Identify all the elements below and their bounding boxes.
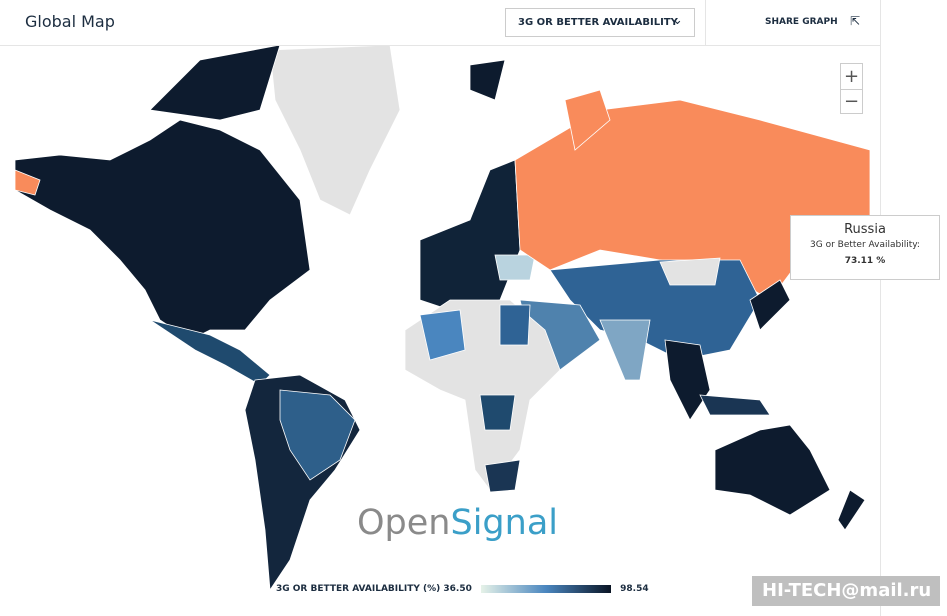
watermark: OpenSignal <box>357 503 558 543</box>
tooltip-metric: 3G or Better Availability: <box>810 240 920 250</box>
russia[interactable] <box>514 99 871 301</box>
header <box>0 0 881 46</box>
india[interactable] <box>599 319 651 381</box>
alaska-edge[interactable] <box>14 169 41 196</box>
ukraine[interactable] <box>494 254 536 281</box>
share-button[interactable]: SHARE GRAPH <box>765 17 838 27</box>
greenland[interactable] <box>269 46 401 216</box>
share-icon[interactable]: ⇱ <box>850 14 861 28</box>
zoom-in[interactable]: + <box>841 64 862 90</box>
congo[interactable] <box>479 394 516 431</box>
south-africa[interactable] <box>484 459 521 493</box>
divider <box>705 0 706 45</box>
watermark-open: Open <box>357 503 451 543</box>
border <box>880 45 881 616</box>
algeria[interactable] <box>419 309 466 361</box>
arctic-islands[interactable] <box>149 46 281 121</box>
credit-box: HI-TECH@mail.ru <box>752 576 940 606</box>
japan[interactable] <box>749 279 791 331</box>
new-zealand[interactable] <box>837 489 866 531</box>
tooltip-value: 73.11 % <box>844 256 886 266</box>
mongolia[interactable] <box>659 257 721 286</box>
indonesia[interactable] <box>699 394 771 416</box>
legend-max: 98.54 <box>620 584 649 594</box>
map <box>14 46 871 592</box>
southeast-asia[interactable] <box>664 339 711 421</box>
egypt[interactable] <box>499 304 531 346</box>
legend: 3G OR BETTER AVAILABILITY (%) 36.50 98.5… <box>276 584 649 594</box>
legend-title: 3G OR BETTER AVAILABILITY (%) <box>276 584 441 594</box>
tooltip: Russia 3G or Better Availability: 73.11 … <box>790 215 940 280</box>
legend-gradient <box>481 584 611 593</box>
dropdown-label: 3G OR BETTER AVAILABILITY <box>518 17 678 28</box>
europe[interactable] <box>419 159 521 311</box>
novaya-zemlya[interactable] <box>564 89 611 151</box>
zoom-control: + − <box>840 63 863 114</box>
chevron: ⌄ <box>672 13 683 28</box>
svalbard[interactable] <box>469 59 506 101</box>
tooltip-country: Russia <box>844 222 886 237</box>
title: Global Map <box>25 12 115 31</box>
watermark-signal: Signal <box>450 503 558 543</box>
brazil[interactable] <box>279 389 356 481</box>
credit: HI-TECH@mail.ru <box>762 580 932 601</box>
dropdown[interactable]: 3G OR BETTER AVAILABILITY ⌄ <box>505 8 695 37</box>
legend-min: 36.50 <box>443 584 472 594</box>
north-america[interactable] <box>14 119 311 341</box>
australia[interactable] <box>714 424 831 516</box>
zoom-out[interactable]: − <box>843 91 860 112</box>
